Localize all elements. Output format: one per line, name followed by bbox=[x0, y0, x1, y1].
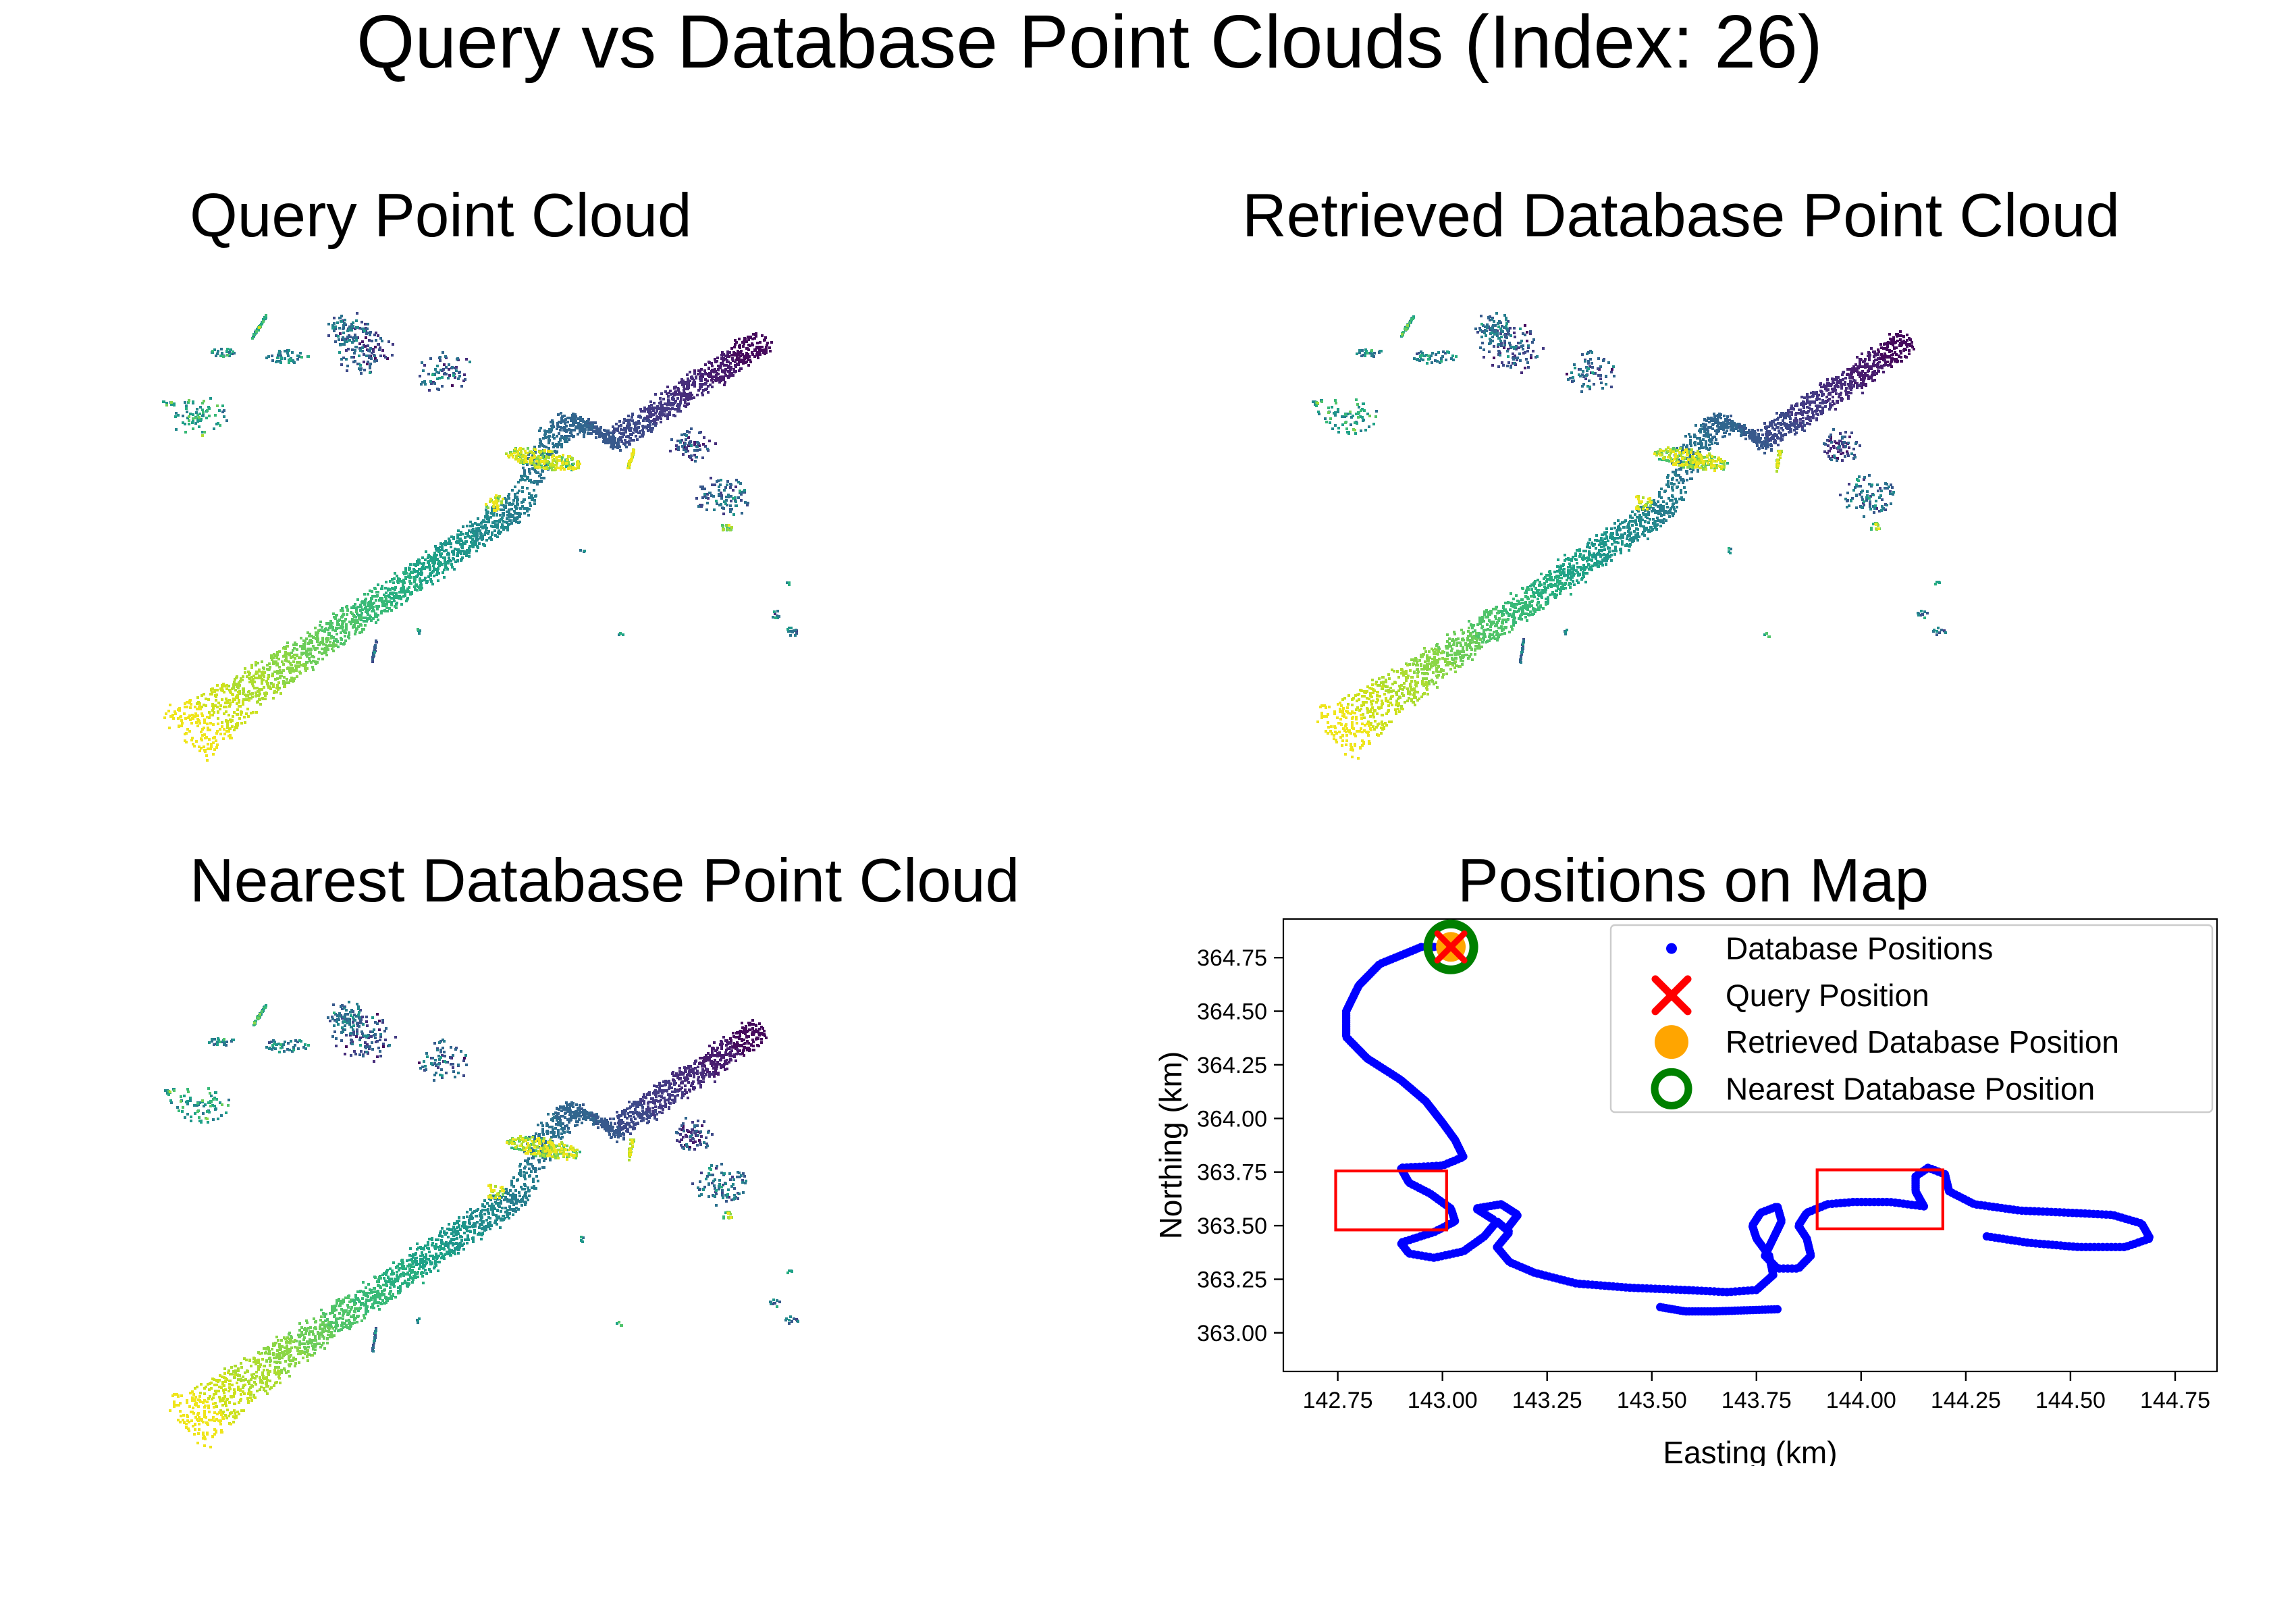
svg-text:364.50: 364.50 bbox=[1197, 999, 1267, 1025]
svg-text:364.75: 364.75 bbox=[1197, 945, 1267, 971]
svg-text:Easting (km): Easting (km) bbox=[1663, 1435, 1837, 1466]
svg-text:363.75: 363.75 bbox=[1197, 1160, 1267, 1186]
svg-text:363.50: 363.50 bbox=[1197, 1213, 1267, 1239]
svg-text:144.00: 144.00 bbox=[1826, 1388, 1896, 1413]
svg-text:143.25: 143.25 bbox=[1512, 1388, 1582, 1413]
svg-text:Database Positions: Database Positions bbox=[1726, 931, 1993, 966]
svg-text:144.50: 144.50 bbox=[2035, 1388, 2106, 1413]
svg-text:144.25: 144.25 bbox=[1931, 1388, 2001, 1413]
svg-text:Retrieved Database Position: Retrieved Database Position bbox=[1726, 1024, 2119, 1059]
svg-text:363.25: 363.25 bbox=[1197, 1267, 1267, 1293]
svg-text:Northing (km): Northing (km) bbox=[1158, 1051, 1188, 1240]
svg-text:364.00: 364.00 bbox=[1197, 1106, 1267, 1132]
svg-text:364.25: 364.25 bbox=[1197, 1053, 1267, 1078]
svg-text:143.75: 143.75 bbox=[1721, 1388, 1792, 1413]
svg-text:Query Position: Query Position bbox=[1726, 978, 1929, 1013]
svg-text:144.75: 144.75 bbox=[2140, 1388, 2210, 1413]
svg-text:143.00: 143.00 bbox=[1408, 1388, 1478, 1413]
svg-text:143.50: 143.50 bbox=[1617, 1388, 1687, 1413]
svg-text:142.75: 142.75 bbox=[1303, 1388, 1373, 1413]
svg-text:Nearest Database Position: Nearest Database Position bbox=[1726, 1071, 2095, 1106]
svg-text:363.00: 363.00 bbox=[1197, 1321, 1267, 1346]
